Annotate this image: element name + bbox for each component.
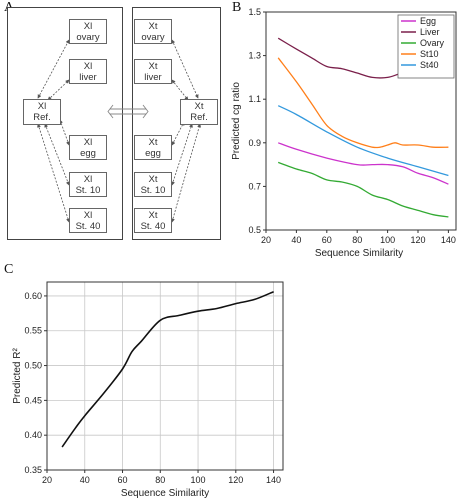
x-axis-label: Sequence Similarity — [121, 488, 209, 499]
y-axis-label: Predicted cg ratio — [231, 82, 242, 160]
plot-frame — [265, 11, 457, 231]
panel-label-c: C — [4, 262, 14, 277]
y-tick-label: 0.60 — [24, 291, 42, 301]
x-tick-label: 80 — [155, 475, 165, 485]
y-tick-label: 0.7 — [248, 181, 261, 191]
legend-label: St40 — [420, 60, 439, 70]
node-xl-liver: Xl liver — [69, 59, 107, 84]
node-xt-egg: Xt egg — [134, 135, 172, 160]
x-tick-label: 40 — [291, 235, 301, 245]
legend-label: Liver — [420, 27, 440, 37]
y-tick-label: 0.5 — [248, 225, 261, 235]
series-line-ovary — [277, 161, 449, 218]
chart-predicted-r2: 20 40 60 80 100 120 140 0.35 0.40 0.45 0.50 0.55 0.6… — [12, 281, 284, 499]
y-tick-label: 1.1 — [248, 94, 261, 104]
legend-label: Ovary — [420, 38, 445, 48]
x-tick-label: 100 — [191, 475, 206, 485]
series-line-st10 — [277, 57, 449, 149]
x-tick-label: 20 — [42, 475, 52, 485]
x-tick-label: 40 — [80, 475, 90, 485]
x-tick-label: 140 — [266, 475, 281, 485]
x-tick-label: 80 — [352, 235, 362, 245]
legend-box — [397, 14, 455, 79]
node-xl-st40: Xl St. 40 — [69, 208, 107, 233]
series-line-r2 — [61, 290, 274, 448]
node-xl-egg: Xl egg — [69, 135, 107, 160]
x-axis-label: Sequence Similarity — [315, 248, 403, 259]
y-tick-label: 0.9 — [248, 138, 261, 148]
y-axis-label: Predicted R² — [12, 348, 23, 404]
node-xt-liver: Xt liver — [134, 59, 172, 84]
y-tick-label: 0.45 — [24, 395, 42, 405]
node-xl-st10: Xl St. 10 — [69, 172, 107, 197]
y-tick-label: 1.5 — [248, 7, 261, 17]
y-tick-label: 0.40 — [24, 430, 42, 440]
node-xl-ref: Xl Ref. — [23, 99, 61, 125]
x-tick-label: 140 — [441, 235, 456, 245]
x-tick-label: 60 — [322, 235, 332, 245]
node-xt-st10: Xt St. 10 — [134, 172, 172, 197]
node-xl-ovary: Xl ovary — [69, 19, 107, 44]
x-tick-label: 60 — [118, 475, 128, 485]
legend-label: St10 — [420, 49, 439, 59]
chart-cg-ratio: 20 40 60 80 100 120 140 0.5 0.7 0.9 1.1 1.3 1.5 EggL… — [231, 7, 457, 259]
series-line-egg — [277, 142, 449, 185]
panel-label-b: B — [232, 0, 242, 15]
diagram-arrows — [37, 39, 202, 223]
double-arrow-icon — [107, 104, 149, 119]
x-tick-label: 120 — [410, 235, 425, 245]
series-line-st40 — [277, 105, 449, 177]
node-xt-ovary: Xt ovary — [134, 19, 172, 44]
y-tick-label: 0.55 — [24, 326, 42, 336]
plot-frame — [46, 281, 284, 471]
node-xt-ref: Xt Ref. — [180, 99, 218, 125]
x-tick-label: 20 — [261, 235, 271, 245]
x-tick-label: 100 — [380, 235, 395, 245]
legend-label: Egg — [420, 16, 436, 26]
y-tick-label: 1.3 — [248, 51, 261, 61]
y-tick-label: 0.35 — [24, 465, 42, 475]
x-tick-label: 120 — [228, 475, 243, 485]
y-tick-label: 0.50 — [24, 361, 42, 371]
node-xt-st40: Xt St. 40 — [134, 208, 172, 233]
